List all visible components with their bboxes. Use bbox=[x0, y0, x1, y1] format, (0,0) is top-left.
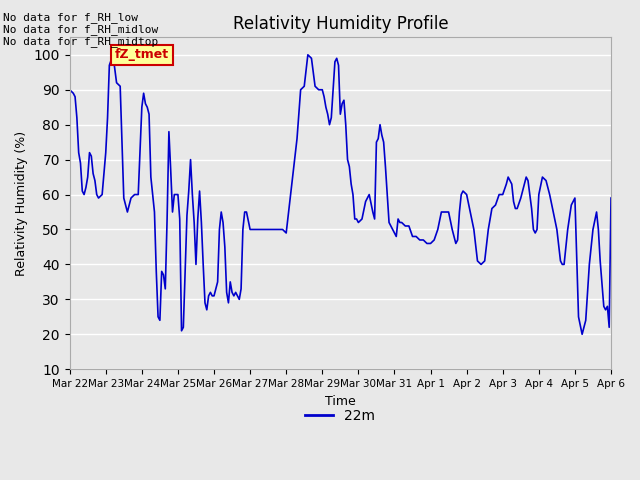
Text: No data for f_RH_low: No data for f_RH_low bbox=[3, 12, 138, 23]
X-axis label: Time: Time bbox=[325, 395, 356, 408]
Title: Relativity Humidity Profile: Relativity Humidity Profile bbox=[232, 15, 448, 33]
Text: No data for f_RH_midlow: No data for f_RH_midlow bbox=[3, 24, 159, 35]
Text: fZ_tmet: fZ_tmet bbox=[115, 48, 169, 61]
Text: No data for f_RH_midtop: No data for f_RH_midtop bbox=[3, 36, 159, 47]
Y-axis label: Relativity Humidity (%): Relativity Humidity (%) bbox=[15, 131, 28, 276]
Legend: 22m: 22m bbox=[300, 404, 381, 429]
